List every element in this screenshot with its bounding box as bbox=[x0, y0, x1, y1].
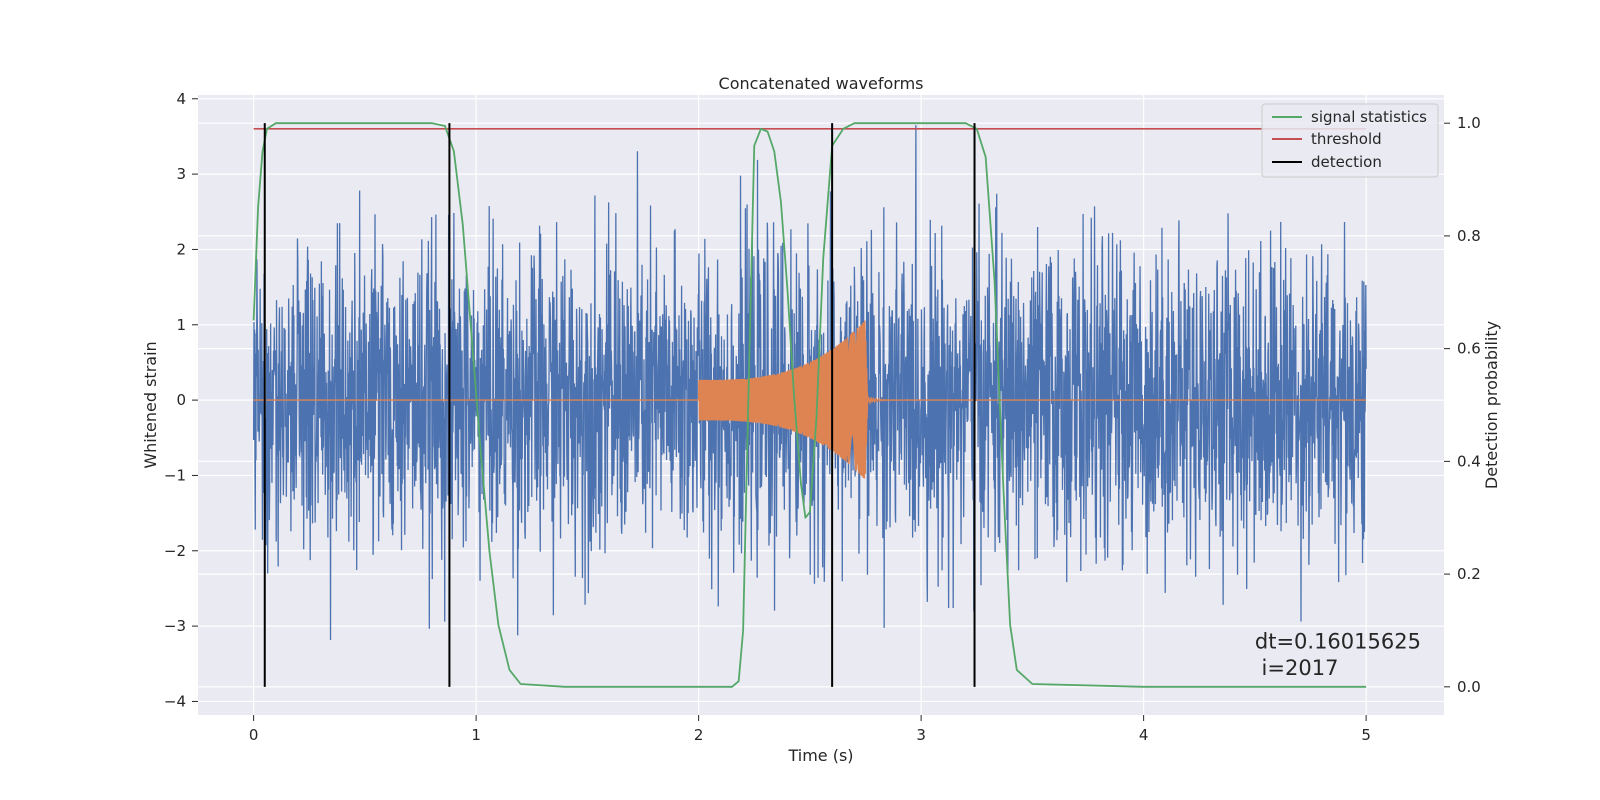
y-axis-label: Whitened strain bbox=[141, 341, 160, 468]
y-tick-label: −1 bbox=[164, 466, 186, 484]
legend-box bbox=[1261, 103, 1439, 178]
x-tick-label: 2 bbox=[694, 726, 704, 744]
y2-tick-label: 0.8 bbox=[1457, 227, 1481, 245]
axis-layer: 0 1 2 3 4 5 −4 −3 −2 −1 0 1 2 3 4 0.0 0.2 0.4 0.6 0.8 1.0 bbox=[164, 90, 1481, 744]
signal-statistics-line bbox=[252, 122, 1367, 688]
x-tick-label: 0 bbox=[249, 726, 259, 744]
x-tick-label: 5 bbox=[1361, 726, 1371, 744]
y2-tick-label: 0.4 bbox=[1457, 452, 1481, 470]
x-tick-label: 4 bbox=[1139, 726, 1149, 744]
y-tick-label: −3 bbox=[164, 617, 186, 635]
x-axis-label: Time (s) bbox=[787, 746, 853, 765]
legend-label-signal-statistics: signal statistics bbox=[1311, 108, 1427, 126]
y-tick-label: 1 bbox=[176, 316, 186, 334]
series-layer bbox=[252, 122, 1367, 688]
y-tick-label: −2 bbox=[164, 542, 186, 560]
y-tick-label: −4 bbox=[164, 692, 186, 710]
y2-tick-label: 0.2 bbox=[1457, 565, 1481, 583]
y-tick-label: 4 bbox=[176, 90, 186, 108]
y2-tick-label: 0.0 bbox=[1457, 678, 1481, 696]
x-tick-label: 1 bbox=[471, 726, 481, 744]
annotation-index: i=2017 bbox=[1255, 656, 1339, 680]
chart-title: Concatenated waveforms bbox=[719, 74, 924, 93]
legend-label-threshold: threshold bbox=[1311, 130, 1382, 148]
y-tick-label: 3 bbox=[176, 165, 186, 183]
template-series-line bbox=[253, 320, 1367, 479]
x-tick-label: 3 bbox=[916, 726, 926, 744]
y2-axis-label: Detection probability bbox=[1482, 321, 1501, 489]
legend: signal statistics threshold detection bbox=[1261, 103, 1439, 178]
y-tick-label: 0 bbox=[176, 391, 186, 409]
annotation-dt: dt=0.16015625 bbox=[1255, 630, 1421, 654]
y2-tick-label: 1.0 bbox=[1457, 114, 1481, 132]
y2-tick-label: 0.6 bbox=[1457, 340, 1481, 358]
legend-label-detection: detection bbox=[1311, 153, 1382, 171]
y-tick-label: 2 bbox=[176, 240, 186, 258]
